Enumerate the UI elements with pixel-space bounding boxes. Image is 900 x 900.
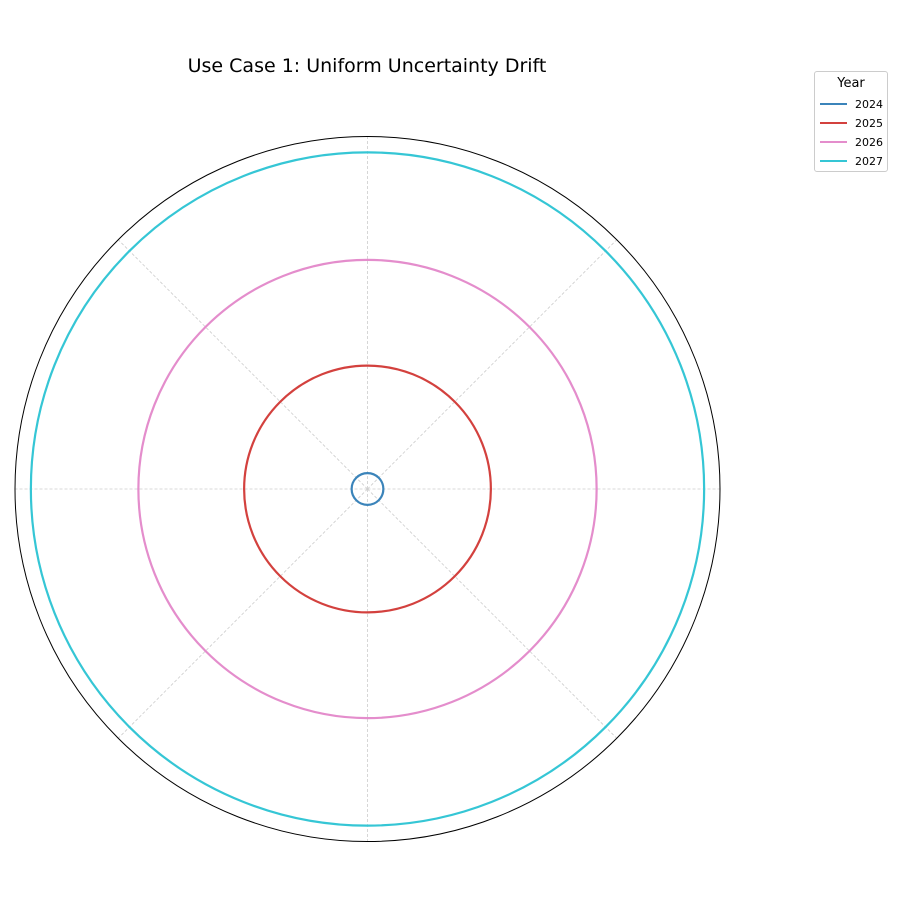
legend: Year 2024 2025 2026 2027 <box>814 71 888 172</box>
series-2024 <box>350 472 385 506</box>
series-2025 <box>243 364 492 614</box>
grid-line-315 <box>367 488 618 739</box>
grid-line-225 <box>117 488 368 739</box>
legend-item-2026: 2026 <box>820 135 883 149</box>
legend-label: 2024 <box>855 97 883 111</box>
polar-outer-ring <box>14 136 721 842</box>
series-layer <box>29 151 706 827</box>
legend-swatch <box>820 103 847 105</box>
series-2026 <box>137 258 598 720</box>
polar-grid <box>15 136 720 842</box>
legend-item-2027: 2027 <box>820 154 883 168</box>
legend-swatch <box>820 122 847 124</box>
legend-label: 2027 <box>855 154 883 168</box>
legend-label: 2026 <box>855 135 883 149</box>
series-2027 <box>29 151 706 827</box>
chart-title: Use Case 1: Uniform Uncertainty Drift <box>188 55 547 77</box>
grid-line-135 <box>117 239 368 490</box>
legend-title: Year <box>837 76 865 91</box>
grid-line-45 <box>367 239 618 490</box>
legend-swatch <box>820 160 847 162</box>
legend-item-2024: 2024 <box>820 97 883 111</box>
legend-item-2025: 2025 <box>820 116 883 130</box>
legend-swatch <box>820 141 847 143</box>
legend-label: 2025 <box>855 116 883 130</box>
